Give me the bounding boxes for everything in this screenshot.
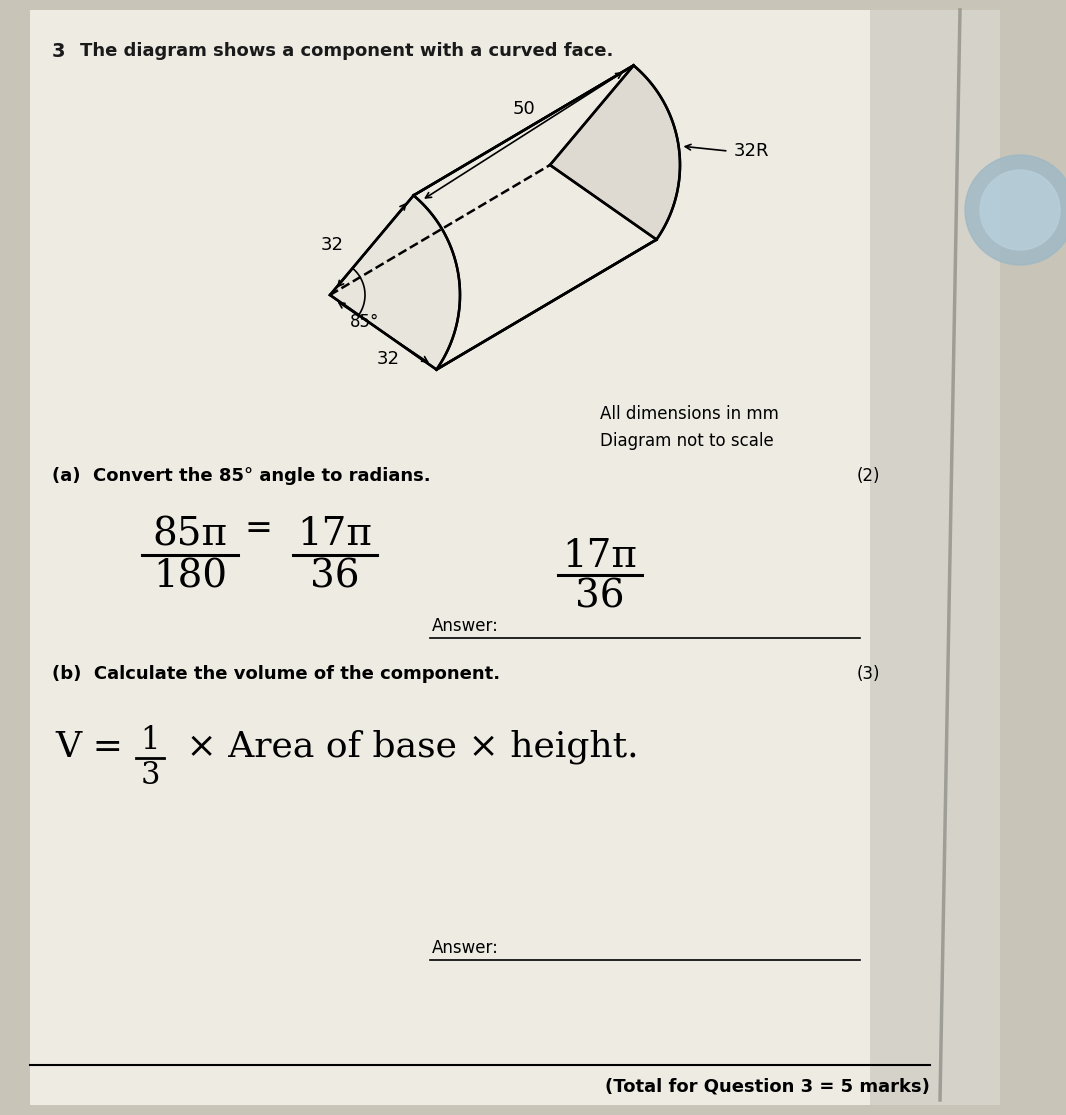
- Polygon shape: [550, 66, 680, 240]
- Text: 180: 180: [152, 559, 227, 597]
- Text: 85π: 85π: [152, 516, 227, 553]
- Text: 36: 36: [576, 579, 625, 615]
- Text: 85°: 85°: [350, 313, 379, 331]
- Text: 17π: 17π: [563, 539, 637, 575]
- Polygon shape: [870, 10, 1000, 1105]
- Circle shape: [980, 169, 1060, 250]
- Polygon shape: [414, 66, 633, 195]
- Text: × Area of base × height.: × Area of base × height.: [175, 730, 639, 765]
- Text: 32: 32: [376, 350, 400, 368]
- Text: 32R: 32R: [733, 142, 769, 161]
- Text: Answer:: Answer:: [432, 617, 499, 636]
- Text: Diagram not to scale: Diagram not to scale: [600, 432, 774, 450]
- Text: (b)  Calculate the volume of the component.: (b) Calculate the volume of the componen…: [52, 665, 500, 683]
- Text: 3: 3: [141, 760, 160, 791]
- Text: All dimensions in mm: All dimensions in mm: [600, 405, 779, 423]
- Text: V =: V =: [55, 730, 123, 764]
- Circle shape: [965, 155, 1066, 265]
- Text: 36: 36: [310, 559, 359, 597]
- Text: 3: 3: [52, 42, 65, 61]
- Text: =: =: [244, 513, 272, 545]
- Text: 17π: 17π: [297, 516, 372, 553]
- Text: (Total for Question 3 = 5 marks): (Total for Question 3 = 5 marks): [605, 1077, 930, 1095]
- Polygon shape: [436, 240, 657, 369]
- Text: 50: 50: [512, 100, 535, 118]
- Text: (a)  Convert the 85° angle to radians.: (a) Convert the 85° angle to radians.: [52, 467, 431, 485]
- Text: Answer:: Answer:: [432, 939, 499, 957]
- Text: 1: 1: [141, 725, 160, 756]
- Text: (3): (3): [856, 665, 881, 683]
- Polygon shape: [330, 195, 461, 369]
- Text: (2): (2): [856, 467, 881, 485]
- FancyBboxPatch shape: [30, 10, 900, 1105]
- Text: 32: 32: [321, 236, 343, 254]
- Text: The diagram shows a component with a curved face.: The diagram shows a component with a cur…: [80, 42, 613, 60]
